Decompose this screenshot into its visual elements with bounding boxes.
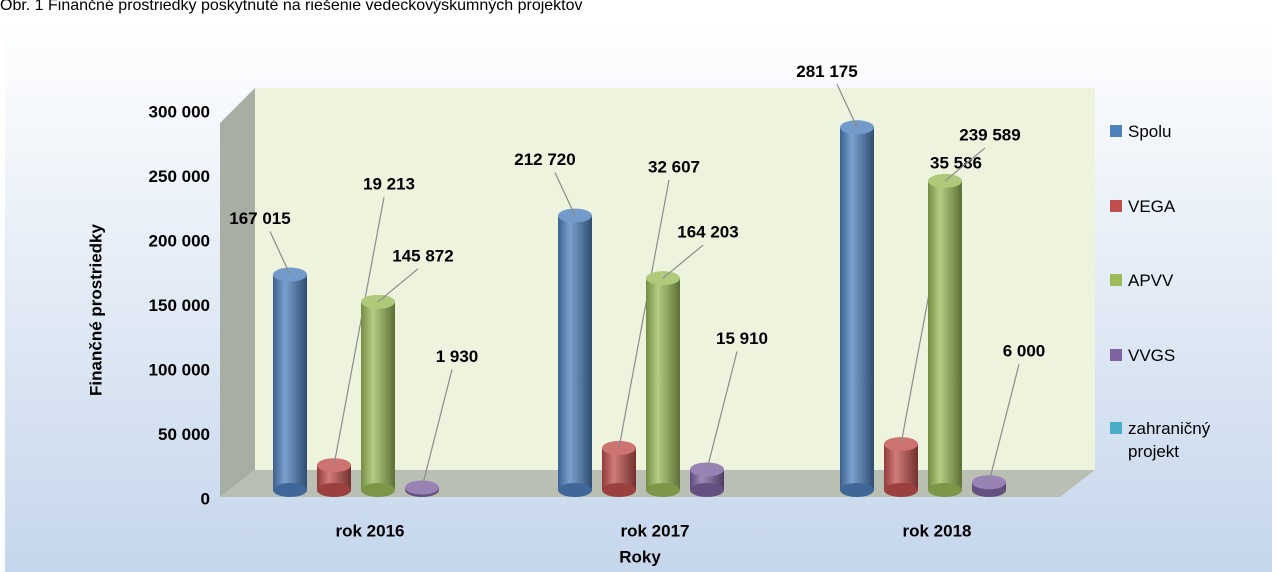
data-label: 19 213: [363, 175, 415, 194]
data-label: 167 015: [229, 209, 290, 228]
data-label: 145 872: [392, 246, 453, 265]
legend-label: APVV: [1128, 271, 1174, 290]
legend-label: zahraničný projekt: [1128, 419, 1211, 461]
bar-bottom: [558, 483, 592, 497]
bar-bottom: [646, 483, 680, 497]
y-tick-label: 200 000: [149, 231, 210, 250]
bar: [361, 301, 395, 490]
data-label: 32 607: [648, 157, 700, 176]
bar: [646, 278, 680, 490]
legend-label: VVGS: [1128, 346, 1176, 365]
leader-line: [618, 179, 670, 449]
bar-bottom: [884, 483, 918, 497]
legend-item: zahraničný projekt: [1110, 417, 1250, 463]
y-tick-label: 150 000: [149, 296, 210, 315]
side-wall: [220, 88, 255, 497]
bar: [273, 274, 307, 490]
data-label: 1 930: [436, 347, 479, 366]
bar: [928, 180, 962, 491]
legend-swatch: [1110, 125, 1122, 137]
bar: [840, 127, 874, 491]
legend-item: VEGA: [1110, 195, 1250, 218]
x-axis-label: Roky: [619, 547, 661, 566]
bar-bottom: [317, 483, 351, 497]
bar-bottom: [928, 483, 962, 497]
bar-bottom: [840, 483, 874, 497]
leader-line: [421, 369, 453, 488]
legend-label: Spolu: [1128, 122, 1172, 141]
y-axis-label: Finančné prostriedky: [86, 223, 105, 395]
legend-label: VEGA: [1128, 197, 1176, 216]
data-label: 239 589: [959, 125, 1020, 144]
y-tick-label: 100 000: [149, 360, 210, 379]
data-label: 212 720: [514, 150, 575, 169]
legend-swatch: [1110, 274, 1122, 286]
leader-line: [836, 84, 858, 128]
x-tick-label: rok 2018: [903, 521, 972, 540]
leader-line: [706, 351, 738, 470]
data-label: 35 586: [930, 154, 982, 173]
y-tick-label: 50 000: [158, 425, 210, 444]
legend-swatch: [1110, 200, 1122, 212]
legend-item: APVV: [1110, 269, 1250, 292]
leader-line: [662, 244, 704, 279]
leader-line: [554, 172, 576, 216]
bar: [602, 447, 636, 490]
bar: [884, 444, 918, 490]
chart-title: Obr. 1 Finančné prostriedky poskytnuté n…: [0, 0, 583, 14]
bar-bottom: [273, 483, 307, 497]
legend-swatch: [1110, 422, 1122, 434]
legend-swatch: [1110, 349, 1122, 361]
bar-bottom: [690, 483, 724, 497]
leader-line: [333, 197, 385, 466]
leader-line: [944, 147, 986, 182]
data-label: 164 203: [677, 223, 738, 242]
data-label: 6 000: [1003, 342, 1046, 361]
legend-item: Spolu: [1110, 120, 1250, 143]
x-tick-label: rok 2016: [336, 521, 405, 540]
x-tick-label: rok 2017: [621, 521, 690, 540]
y-tick-label: 0: [201, 489, 210, 508]
data-label: 15 910: [716, 329, 768, 348]
y-tick-label: 250 000: [149, 167, 210, 186]
leader-line: [988, 364, 1020, 483]
bar-bottom: [361, 483, 395, 497]
bar: [558, 215, 592, 491]
bar-bottom: [602, 483, 636, 497]
data-label: 281 175: [796, 62, 857, 81]
leader-line: [377, 268, 419, 303]
leader-line: [269, 231, 291, 275]
y-tick-label: 300 000: [149, 102, 210, 121]
legend-item: VVGS: [1110, 344, 1250, 367]
